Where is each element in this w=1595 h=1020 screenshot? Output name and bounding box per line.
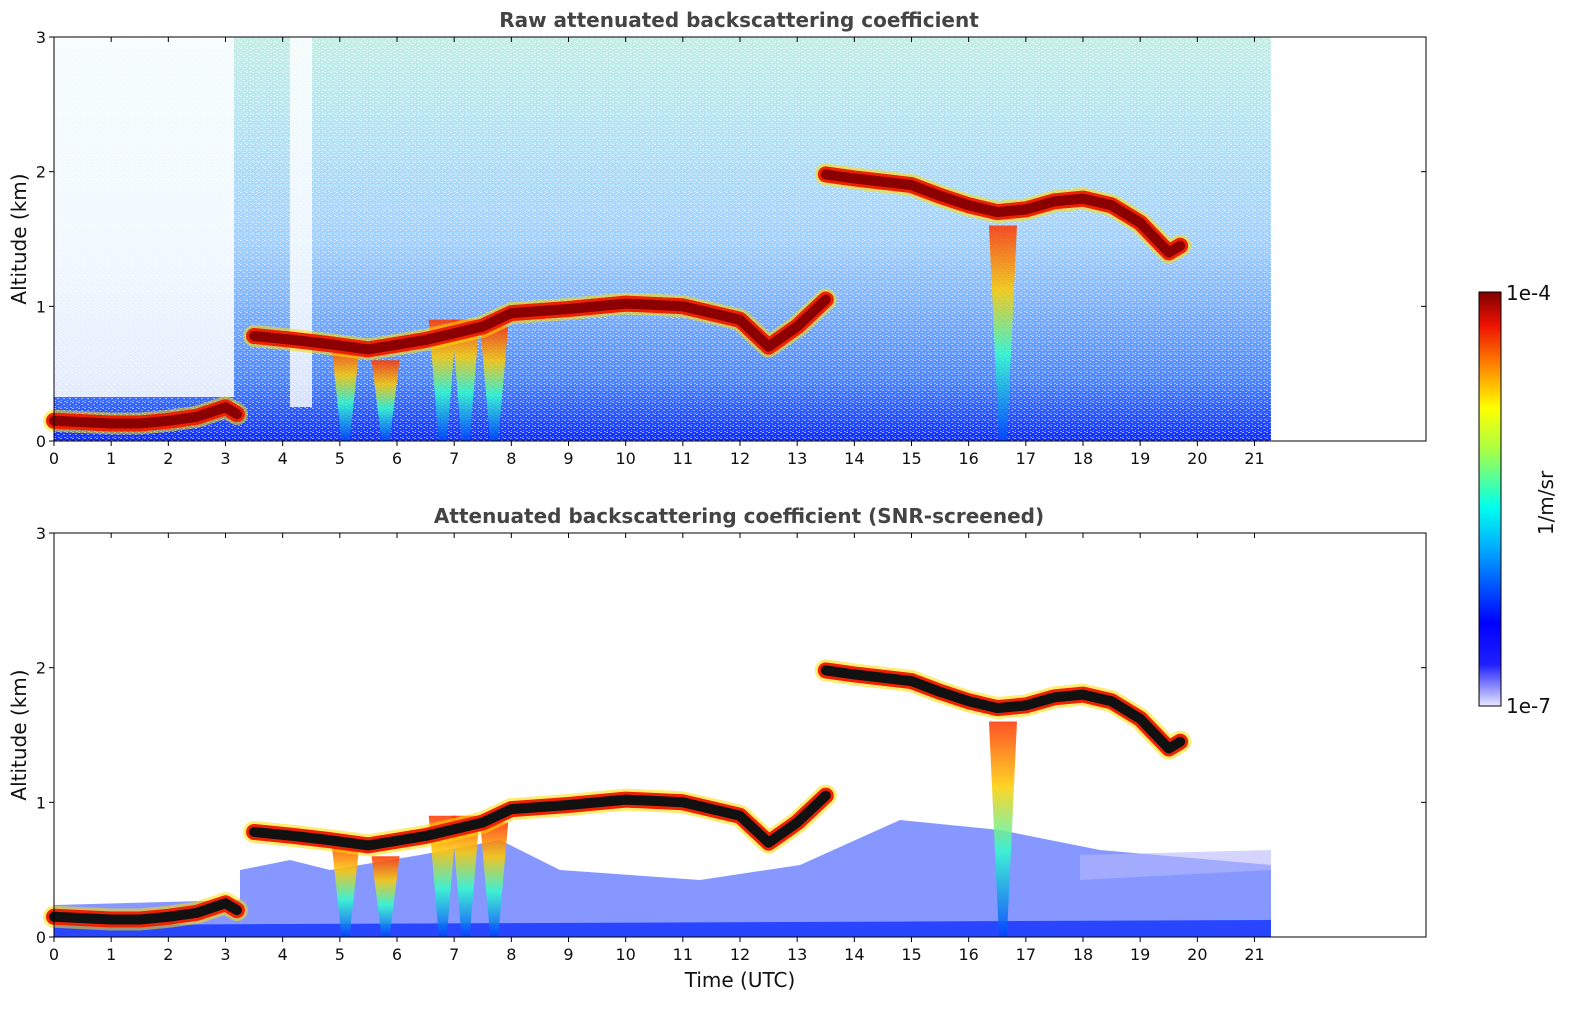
rain-shaft <box>988 225 1017 441</box>
clear-sky-region <box>54 37 234 397</box>
x-tick-label: 8 <box>506 449 516 468</box>
colorbar-unit-label: 1/m/sr <box>1534 470 1558 535</box>
y-axis-label: Altitude (km) <box>7 173 31 304</box>
y-tick-label: 0 <box>36 928 46 947</box>
y-tick-label: 0 <box>36 432 46 451</box>
y-tick-label: 1 <box>36 793 46 812</box>
x-tick-label: 17 <box>1016 945 1036 964</box>
y-axis-label: Altitude (km) <box>7 669 31 800</box>
colorbar-gradient <box>1478 291 1502 707</box>
x-tick-label: 14 <box>844 449 864 468</box>
faint-aerosol <box>1080 850 1271 880</box>
rain-shaft <box>371 856 400 937</box>
cloud-layer <box>49 898 242 925</box>
y-tick-label: 2 <box>36 659 46 678</box>
surface-band <box>54 920 1271 937</box>
y-tick-label: 3 <box>36 28 46 47</box>
x-tick-label: 7 <box>449 945 459 964</box>
noise-speckle <box>54 37 1271 441</box>
rain-shaft <box>451 815 480 937</box>
boundary-layer <box>54 820 1271 937</box>
panel-raw: Raw attenuated backscattering coefficien… <box>7 8 1427 468</box>
cloud-layers <box>43 659 1192 937</box>
x-tick-label: 0 <box>49 945 59 964</box>
cloud-layer <box>249 790 831 851</box>
x-tick-label: 14 <box>844 945 864 964</box>
x-tick-label: 13 <box>787 945 807 964</box>
rain-shaft <box>428 319 457 441</box>
x-tick-label: 5 <box>335 945 345 964</box>
cloud-layer <box>49 402 242 429</box>
cloud-layer <box>820 665 1186 754</box>
rain-shaft <box>428 815 457 937</box>
rain-shaft <box>988 721 1017 937</box>
x-tick-label: 18 <box>1073 449 1093 468</box>
x-tick-label: 20 <box>1187 945 1207 964</box>
y-tick-label: 2 <box>36 163 46 182</box>
cloud-layer <box>820 169 1186 258</box>
clear-sky-gap <box>290 37 312 407</box>
x-tick-label: 19 <box>1130 945 1150 964</box>
x-tick-label: 5 <box>335 449 345 468</box>
x-tick-label: 2 <box>163 945 173 964</box>
x-tick-label: 12 <box>730 945 750 964</box>
x-tick-label: 10 <box>615 945 635 964</box>
x-tick-label: 2 <box>163 449 173 468</box>
rain-shaft <box>371 360 400 441</box>
x-tick-label: 12 <box>730 449 750 468</box>
x-tick-label: 11 <box>673 945 693 964</box>
x-tick-label: 4 <box>278 449 288 468</box>
x-tick-label: 1 <box>106 945 116 964</box>
plot-area <box>43 36 1427 442</box>
panel-screened: Attenuated backscattering coefficient (S… <box>7 504 1427 992</box>
colorbar-max-label: 1e-4 <box>1506 281 1551 305</box>
x-tick-label: 1 <box>106 449 116 468</box>
y-tick-label: 1 <box>36 297 46 316</box>
x-tick-label: 16 <box>958 449 978 468</box>
x-tick-label: 15 <box>901 945 921 964</box>
rain-shaft <box>451 319 480 441</box>
colorbar: 1e-4 1e-7 1/m/sr <box>1478 281 1558 718</box>
x-tick-label: 19 <box>1130 449 1150 468</box>
plot-area <box>43 532 1427 938</box>
x-axis: 0 1 2 3 4 5 6 7 8 9 10 11 12 13 14 15 16 17 18 19 20 21 <box>49 533 1265 964</box>
x-tick-label: 9 <box>563 945 573 964</box>
cloud-layers <box>43 163 1192 441</box>
y-axis: 0 1 2 3 <box>36 28 1426 451</box>
x-tick-label: 4 <box>278 945 288 964</box>
x-tick-label: 8 <box>506 945 516 964</box>
cloud-layer <box>249 294 831 355</box>
x-tick-label: 15 <box>901 449 921 468</box>
x-tick-label: 6 <box>392 945 402 964</box>
panel-title: Raw attenuated backscattering coefficien… <box>499 8 979 32</box>
x-tick-label: 10 <box>615 449 635 468</box>
x-tick-label: 9 <box>563 449 573 468</box>
x-tick-label: 3 <box>220 449 230 468</box>
rain-shaft <box>331 842 360 937</box>
rain-shaft <box>331 346 360 441</box>
colorbar-min-label: 1e-7 <box>1506 694 1551 718</box>
x-tick-label: 13 <box>787 449 807 468</box>
x-tick-label: 16 <box>958 945 978 964</box>
x-tick-label: 17 <box>1016 449 1036 468</box>
x-tick-label: 21 <box>1244 945 1264 964</box>
x-axis-label: Time (UTC) <box>684 968 796 992</box>
rain-shaft <box>480 822 509 937</box>
y-axis: 0 1 2 3 <box>36 524 1426 947</box>
panel-title: Attenuated backscattering coefficient (S… <box>434 504 1044 528</box>
y-tick-label: 3 <box>36 524 46 543</box>
x-tick-label: 6 <box>392 449 402 468</box>
x-tick-label: 18 <box>1073 945 1093 964</box>
x-tick-label: 11 <box>673 449 693 468</box>
x-tick-label: 21 <box>1244 449 1264 468</box>
x-axis: 0 1 2 3 4 5 6 7 8 9 10 11 12 13 14 15 16 17 18 19 20 21 <box>49 37 1265 468</box>
x-tick-label: 7 <box>449 449 459 468</box>
rain-shaft <box>480 326 509 441</box>
x-tick-label: 3 <box>220 945 230 964</box>
x-tick-label: 20 <box>1187 449 1207 468</box>
x-tick-label: 0 <box>49 449 59 468</box>
